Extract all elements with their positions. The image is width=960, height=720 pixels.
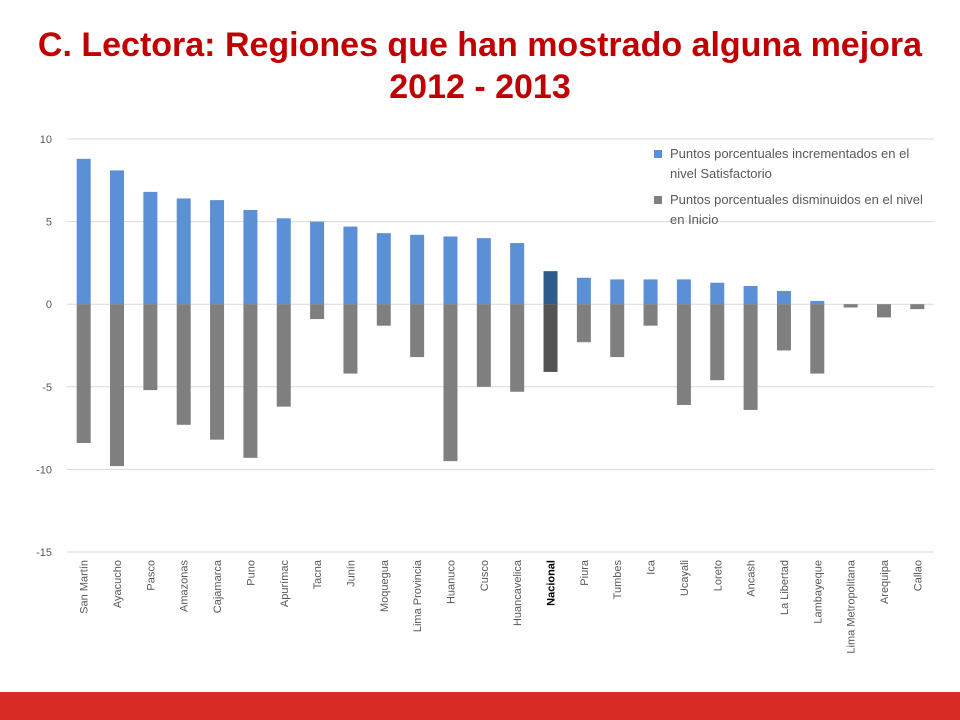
bar-decrease [743, 304, 758, 410]
y-axis-tick-labels: 10 5 0 -5 -10 -15 [36, 134, 52, 559]
bar-decrease [910, 304, 925, 310]
x-category-label: Huancavelica [512, 559, 524, 626]
bar-decrease [310, 304, 325, 320]
bar-decrease [210, 304, 225, 440]
bar-decrease [543, 304, 558, 372]
legend-label-decrease: Puntos porcentuales disminuidos en el ni… [670, 192, 923, 227]
bar-decrease [876, 304, 891, 318]
x-category-label: Lima Provincia [412, 559, 424, 632]
x-category-label: Loreto [712, 560, 724, 591]
x-category-label: Tacna [312, 559, 324, 589]
x-category-label: La Libertad [779, 560, 791, 615]
bar-decrease [810, 304, 825, 374]
x-category-label: Ica [646, 559, 658, 575]
bar-decrease [776, 304, 791, 351]
bar-decrease [443, 304, 458, 462]
y-tick-label: 5 [46, 217, 52, 229]
x-category-label: Lambayeque [812, 560, 824, 624]
legend-item-increase: Puntos porcentuales incrementados en el … [654, 144, 934, 184]
bar-increase [743, 286, 758, 305]
x-category-label: Cajamarca [212, 559, 224, 613]
legend-label-increase: Puntos porcentuales incrementados en el … [670, 146, 910, 181]
bar-increase [410, 234, 425, 305]
bar-decrease [676, 304, 691, 405]
bar-increase [210, 200, 225, 305]
bar-decrease [643, 304, 658, 326]
bar-decrease [710, 304, 725, 381]
bar-increase [676, 279, 691, 305]
bar-chart: 10 5 0 -5 -10 -15 San Martín Ayacucho Pasco Amaz… [36, 134, 934, 654]
bar-increase [243, 210, 258, 305]
bar-decrease [843, 304, 858, 308]
bar-increase [576, 277, 591, 305]
bar-decrease [176, 304, 191, 425]
bar-increase [276, 218, 291, 305]
bar-increase [510, 243, 525, 305]
legend-item-decrease: Puntos porcentuales disminuidos en el ni… [654, 190, 934, 230]
x-category-label: Piura [579, 559, 591, 586]
bar-increase [310, 221, 325, 305]
bar-increase [110, 170, 125, 305]
bar-decrease [510, 304, 525, 392]
bar-decrease [410, 304, 425, 358]
bar-increase [343, 226, 358, 305]
y-tick-label: 0 [46, 299, 52, 311]
x-category-label: Callao [912, 560, 924, 591]
bar-increase [176, 198, 191, 305]
x-category-label: Junín [345, 560, 357, 587]
x-category-label: Tumbes [612, 560, 624, 600]
chart-title-line-2: 2012 - 2013 [389, 68, 571, 106]
x-category-label: Lima Metropolitana [846, 559, 858, 653]
bar-decrease [343, 304, 358, 374]
bar-decrease [276, 304, 291, 407]
footer-bar [0, 692, 960, 720]
chart-title: C. Lectora: Regiones que han mostrado al… [0, 24, 960, 108]
bar-increase [810, 300, 825, 305]
bar-increase [376, 233, 391, 305]
x-category-label: San Martín [79, 560, 91, 614]
y-tick-label: -5 [42, 382, 52, 394]
x-category-label: Huanuco [445, 560, 457, 604]
bar-decrease [143, 304, 158, 391]
chart-title-line-1: C. Lectora: Regiones que han mostrado al… [37, 26, 923, 64]
bar-decrease [76, 304, 91, 443]
x-category-label: Puno [245, 560, 257, 586]
x-category-label: Ucayali [679, 560, 691, 596]
x-category-label: Amazonas [179, 560, 191, 612]
bar-increase [443, 236, 458, 305]
y-tick-label: -10 [36, 464, 52, 476]
bar-decrease [243, 304, 258, 458]
bar-decrease [376, 304, 391, 326]
x-category-label: Nacional [546, 560, 558, 606]
legend-swatch-increase [654, 150, 662, 158]
bar-increase [643, 279, 658, 305]
bar-decrease [110, 304, 125, 467]
bar-increase [76, 158, 91, 305]
bar-increase [776, 290, 791, 305]
x-axis-category-labels: San Martín Ayacucho Pasco Amazonas Cajamarca… [79, 559, 925, 653]
bar-decrease [476, 304, 491, 387]
y-tick-label: -15 [36, 547, 52, 559]
y-tick-label: 10 [40, 134, 52, 146]
x-category-label: Ayacucho [112, 560, 124, 608]
bar-increase [143, 191, 158, 305]
bar-decrease [610, 304, 625, 358]
x-category-label: Ancash [746, 560, 758, 597]
legend-swatch-decrease [654, 196, 662, 204]
bar-decrease [576, 304, 591, 343]
bar-increase [610, 279, 625, 305]
x-category-label: Moquegua [379, 559, 391, 612]
bars [76, 158, 925, 467]
bar-increase [710, 282, 725, 305]
bar-increase [476, 238, 491, 305]
x-category-label: Pasco [145, 560, 157, 591]
x-category-label: Apurímac [279, 560, 291, 608]
x-category-label: Cusco [479, 560, 491, 591]
bar-increase [543, 271, 558, 305]
x-category-label: Arequipa [879, 559, 891, 604]
legend: Puntos porcentuales incrementados en el … [654, 144, 934, 236]
